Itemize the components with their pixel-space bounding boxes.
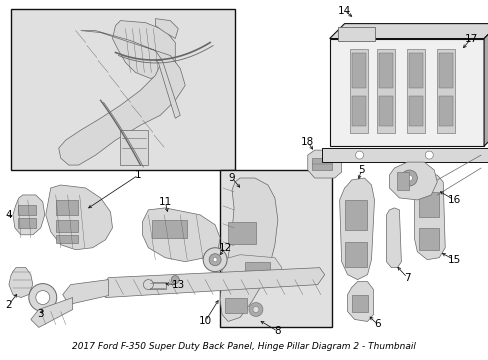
Bar: [344, 200, 366, 230]
Circle shape: [406, 175, 411, 181]
Bar: [351, 54, 365, 88]
Polygon shape: [339, 178, 374, 280]
Text: 17: 17: [464, 33, 477, 44]
Text: 11: 11: [159, 197, 172, 207]
Circle shape: [29, 284, 57, 311]
Bar: [436, 49, 454, 133]
Text: 13: 13: [171, 280, 184, 289]
Bar: [56, 220, 78, 232]
Polygon shape: [222, 255, 281, 288]
Bar: [379, 54, 393, 88]
Circle shape: [209, 254, 221, 266]
Bar: [152, 220, 187, 238]
Text: 2: 2: [5, 300, 12, 310]
Bar: [337, 27, 375, 41]
Bar: [419, 228, 438, 250]
Polygon shape: [483, 24, 488, 146]
Text: 3: 3: [38, 310, 44, 319]
Text: 6: 6: [373, 319, 380, 329]
Text: 5: 5: [358, 165, 364, 175]
Text: 12: 12: [218, 243, 231, 253]
Circle shape: [252, 306, 259, 312]
Bar: [18, 205, 36, 215]
Polygon shape: [413, 175, 444, 260]
Polygon shape: [46, 185, 112, 250]
Polygon shape: [31, 298, 73, 328]
Bar: [397, 172, 408, 190]
Text: 10: 10: [198, 316, 211, 327]
Circle shape: [203, 248, 226, 272]
Bar: [225, 262, 251, 280]
Bar: [408, 96, 423, 126]
Polygon shape: [59, 31, 185, 165]
Text: 4: 4: [5, 210, 12, 220]
Bar: [224, 298, 246, 314]
Text: 1: 1: [135, 170, 142, 180]
Polygon shape: [329, 24, 488, 39]
Bar: [377, 49, 395, 133]
Bar: [227, 222, 255, 244]
Polygon shape: [142, 208, 220, 262]
Text: 2017 Ford F-350 Super Duty Back Panel, Hinge Pillar Diagram 2 - Thumbnail: 2017 Ford F-350 Super Duty Back Panel, H…: [72, 342, 415, 351]
Polygon shape: [101, 268, 324, 298]
Bar: [244, 262, 269, 276]
Polygon shape: [388, 162, 436, 200]
Text: 7: 7: [403, 273, 410, 283]
Polygon shape: [307, 150, 341, 178]
Bar: [311, 158, 331, 170]
Circle shape: [36, 291, 50, 305]
Text: 18: 18: [301, 137, 314, 147]
Polygon shape: [62, 280, 108, 305]
Bar: [408, 54, 423, 88]
Text: 8: 8: [274, 327, 281, 336]
Bar: [11, 9, 235, 170]
Circle shape: [355, 151, 363, 159]
Text: 9: 9: [228, 173, 235, 183]
Polygon shape: [329, 39, 483, 146]
Bar: [419, 192, 438, 217]
Text: 15: 15: [447, 255, 460, 265]
Text: 16: 16: [447, 195, 460, 205]
Bar: [407, 49, 425, 133]
Bar: [18, 218, 36, 228]
Bar: [351, 96, 365, 126]
Circle shape: [425, 151, 432, 159]
Circle shape: [143, 280, 153, 289]
Text: 14: 14: [337, 6, 350, 15]
Bar: [379, 96, 393, 126]
Bar: [349, 49, 367, 133]
Polygon shape: [220, 178, 277, 321]
Polygon shape: [9, 268, 33, 298]
Bar: [344, 242, 366, 267]
Bar: [321, 148, 488, 162]
Bar: [351, 294, 367, 312]
Circle shape: [171, 276, 179, 284]
Bar: [220, 170, 331, 328]
Polygon shape: [13, 195, 45, 235]
Polygon shape: [112, 21, 175, 78]
Bar: [438, 96, 452, 126]
Polygon shape: [155, 60, 180, 118]
Polygon shape: [155, 19, 178, 39]
Bar: [438, 54, 452, 88]
Bar: [120, 130, 148, 165]
Bar: [56, 235, 78, 243]
Circle shape: [248, 302, 263, 316]
Bar: [148, 282, 166, 289]
Bar: [56, 200, 78, 215]
Circle shape: [213, 258, 217, 262]
Polygon shape: [347, 282, 373, 321]
Polygon shape: [386, 208, 401, 268]
Circle shape: [401, 170, 416, 186]
